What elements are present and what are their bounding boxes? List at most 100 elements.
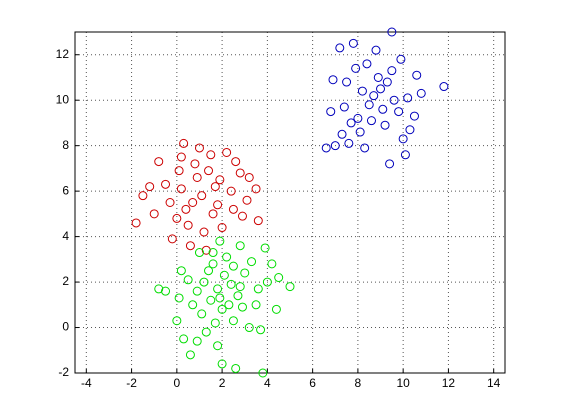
point	[176, 266, 186, 276]
point	[351, 63, 361, 73]
point	[204, 166, 214, 176]
y-tick-label: 12	[56, 47, 70, 61]
x-tick-label: 0	[173, 376, 180, 390]
point	[330, 141, 340, 151]
point	[197, 191, 207, 201]
point	[242, 195, 252, 205]
point	[251, 184, 261, 194]
point	[179, 334, 189, 344]
point	[210, 182, 220, 192]
point	[174, 293, 184, 303]
point	[183, 275, 193, 285]
point	[194, 143, 204, 153]
point	[176, 184, 186, 194]
point	[210, 318, 220, 328]
point	[253, 284, 263, 294]
point	[215, 175, 225, 185]
point	[321, 143, 331, 153]
y-tick-label: 6	[62, 183, 69, 197]
point	[226, 186, 236, 196]
point	[256, 325, 266, 335]
point	[217, 223, 227, 233]
y-tick-label: 4	[62, 229, 69, 243]
point	[197, 309, 207, 319]
point	[412, 70, 422, 80]
point	[385, 159, 395, 169]
point	[244, 172, 254, 182]
point	[172, 316, 182, 326]
point	[231, 363, 241, 373]
point	[204, 266, 214, 276]
point	[398, 134, 408, 144]
point	[228, 204, 238, 214]
point	[403, 93, 413, 103]
point	[208, 248, 218, 258]
point	[262, 277, 272, 287]
y-tick-label: 8	[62, 138, 69, 152]
point	[224, 300, 234, 310]
point	[366, 116, 376, 126]
point	[176, 152, 186, 162]
point	[389, 95, 399, 105]
point	[188, 198, 198, 207]
point	[192, 172, 202, 182]
point	[339, 102, 349, 112]
point	[348, 38, 358, 48]
point	[161, 179, 171, 189]
point	[213, 284, 223, 294]
point	[231, 157, 241, 167]
point	[346, 118, 356, 128]
point	[328, 75, 338, 85]
point	[258, 368, 268, 378]
point	[235, 168, 245, 178]
point	[362, 59, 372, 69]
point	[439, 82, 449, 92]
point	[219, 270, 229, 280]
point	[131, 218, 141, 228]
point	[233, 291, 243, 301]
point	[213, 200, 223, 210]
point	[192, 336, 202, 346]
point	[190, 159, 200, 169]
point	[215, 236, 225, 246]
point	[387, 66, 397, 76]
point	[208, 209, 218, 219]
x-tick-label: 10	[396, 376, 410, 390]
point	[149, 209, 159, 219]
point	[342, 77, 352, 87]
point	[228, 261, 238, 271]
x-tick-label: 4	[264, 376, 271, 390]
point	[172, 213, 182, 223]
point	[353, 113, 363, 123]
point	[371, 45, 381, 55]
point	[161, 286, 171, 296]
point	[222, 252, 232, 262]
y-tick-label: 2	[62, 274, 69, 288]
point	[355, 127, 365, 137]
point	[154, 157, 164, 167]
x-tick-label: 8	[355, 376, 362, 390]
point	[215, 293, 225, 303]
point	[360, 143, 370, 153]
point	[138, 191, 148, 201]
y-tick-label: 0	[62, 320, 69, 334]
point	[183, 220, 193, 230]
x-tick-label: 2	[219, 376, 226, 390]
point	[267, 259, 277, 269]
point	[396, 54, 406, 64]
point	[185, 350, 195, 360]
point	[194, 248, 204, 258]
point	[208, 259, 218, 269]
point	[400, 150, 410, 160]
point	[201, 327, 211, 337]
y-tick-label: -2	[58, 365, 69, 379]
point	[165, 198, 175, 207]
point	[167, 234, 177, 244]
x-tick-label: 12	[442, 376, 456, 390]
point	[217, 304, 227, 314]
point	[228, 316, 238, 326]
point	[337, 129, 347, 139]
point	[274, 273, 284, 283]
